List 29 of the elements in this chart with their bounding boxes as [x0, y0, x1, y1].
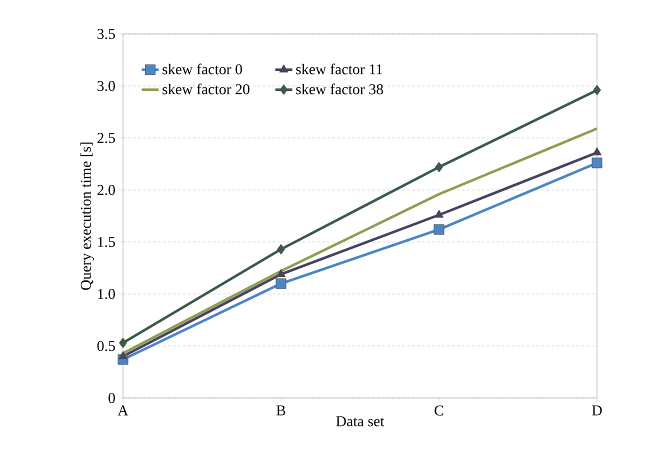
point	[592, 158, 602, 168]
legend-label: skew factor 20	[162, 84, 250, 94]
y-tick-label: 3.0	[98, 80, 115, 92]
point	[276, 268, 286, 277]
y-tick-label: 3.5	[98, 28, 115, 40]
legend-label: skew factor 0	[162, 64, 242, 74]
y-tick-label: 1.0	[98, 288, 115, 300]
x-axis-title: Data set	[336, 416, 384, 426]
y-tick-label: 1.5	[98, 236, 115, 248]
point	[118, 351, 128, 360]
y-tick-label: 0.5	[97, 340, 115, 352]
point	[277, 244, 286, 255]
legend-label: skew factor 38	[296, 84, 383, 94]
x-tick-label: B	[276, 406, 286, 416]
x-tick-label: C	[434, 406, 444, 416]
point	[592, 147, 602, 156]
point	[119, 338, 128, 348]
y-axis-title: Query execution time [s]	[80, 142, 94, 290]
point	[435, 162, 444, 172]
point	[434, 224, 444, 235]
y-tick-label: 2.0	[97, 184, 115, 196]
legend-label: skew factor 11	[296, 64, 382, 74]
y-tick-label: 0	[108, 392, 115, 404]
x-tick-label: A	[118, 406, 128, 416]
x-tick-label: D	[592, 406, 602, 416]
point	[434, 210, 444, 218]
point	[593, 84, 602, 96]
point	[276, 278, 286, 289]
y-tick-label: 2.5	[97, 132, 115, 144]
